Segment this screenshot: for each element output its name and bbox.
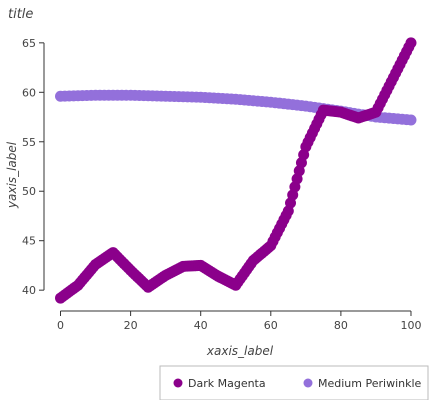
legend-swatch	[173, 378, 183, 388]
y-tick-label: 45	[22, 235, 36, 248]
legend-label: Dark Magenta	[188, 377, 266, 390]
axes-layer: 0 20 40 60 80 100 40 45 50 55 60 65	[22, 37, 421, 332]
x-tick-label: 40	[194, 319, 208, 332]
y-tick-label: 50	[22, 185, 36, 198]
legend-swatch	[303, 378, 313, 388]
series-layer	[55, 37, 417, 304]
x-tick-label: 0	[57, 319, 64, 332]
y-tick-label: 60	[22, 86, 36, 99]
legend-label: Medium Periwinkle	[318, 377, 422, 390]
y-tick-label: 55	[22, 136, 36, 149]
x-tick-label: 20	[124, 319, 138, 332]
series-dark-magenta	[55, 37, 417, 304]
x-tick-label: 80	[334, 319, 348, 332]
legend: Dark Magenta Medium Periwinkle	[159, 365, 429, 400]
data-point	[405, 114, 417, 126]
x-tick-label: 60	[264, 319, 278, 332]
y-tick-label: 40	[22, 284, 36, 297]
x-axis-title: xaxis_label	[206, 344, 274, 358]
chart-title: title	[8, 7, 33, 22]
y-tick-label: 65	[22, 37, 36, 50]
legend-box	[159, 365, 429, 400]
y-axis-title: yaxis_label	[5, 141, 19, 209]
data-point	[405, 37, 417, 49]
x-tick-label: 100	[400, 319, 421, 332]
